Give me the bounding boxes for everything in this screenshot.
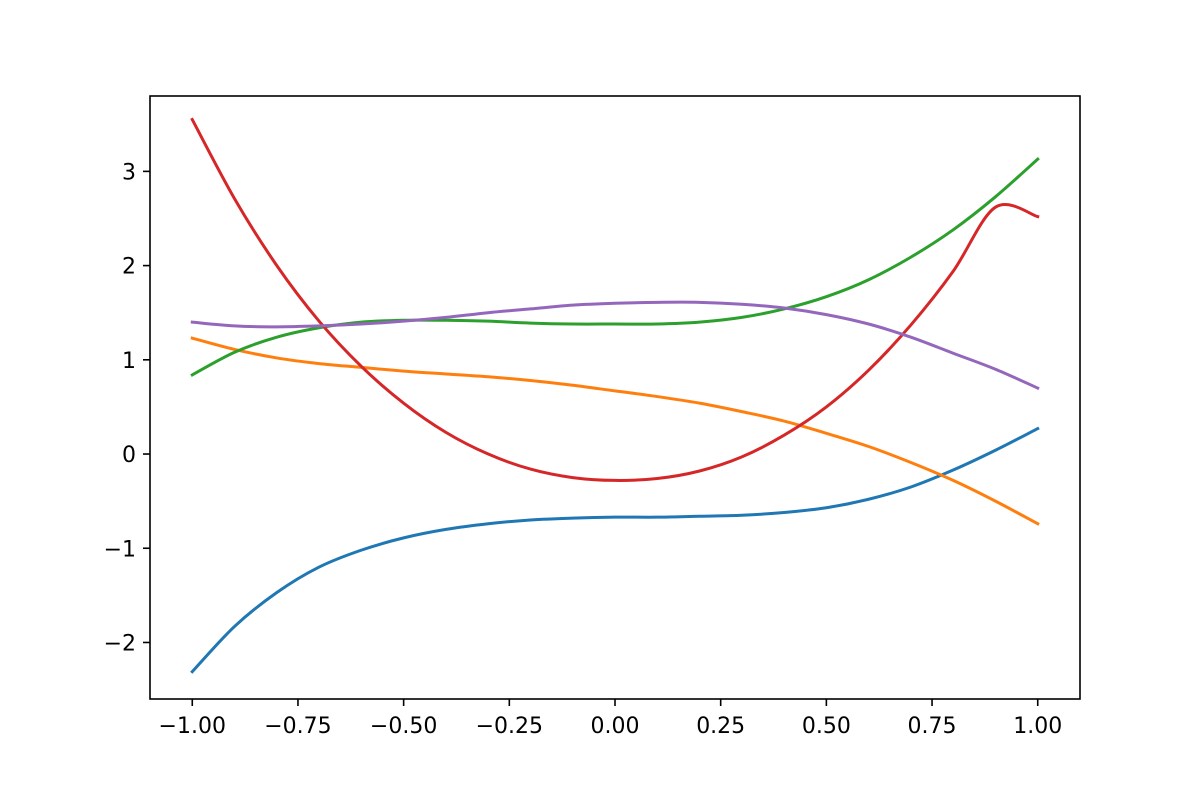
x-tick-label: 0.00: [591, 714, 640, 739]
y-tick-label: 3: [122, 160, 136, 185]
x-tick-label: −0.75: [264, 714, 331, 739]
x-axis: −1.00 −0.75 −0.50 −0.25 0.00 0.25 0.50 0.75 1.00: [159, 699, 1062, 739]
y-tick-label: −1: [104, 537, 136, 562]
x-tick-label: −0.50: [370, 714, 437, 739]
series-line-5: [190, 300, 1040, 391]
series-layer: [190, 117, 1040, 674]
x-tick-label: −0.25: [476, 714, 543, 739]
y-tick-label: 1: [122, 349, 136, 374]
x-tick-label: −1.00: [159, 714, 226, 739]
series-line-4: [190, 117, 1040, 482]
y-axis: −2 −1 0 1 2 3: [104, 160, 150, 656]
series-line-1: [190, 426, 1040, 674]
series-line-2: [190, 336, 1040, 526]
x-tick-label: 0.25: [696, 714, 745, 739]
y-tick-label: 2: [122, 255, 136, 280]
x-tick-label: 1.00: [1013, 714, 1062, 739]
y-tick-label: −2: [104, 631, 136, 656]
x-tick-label: 0.50: [802, 714, 851, 739]
y-tick-label: 0: [122, 443, 136, 468]
x-tick-label: 0.75: [908, 714, 957, 739]
